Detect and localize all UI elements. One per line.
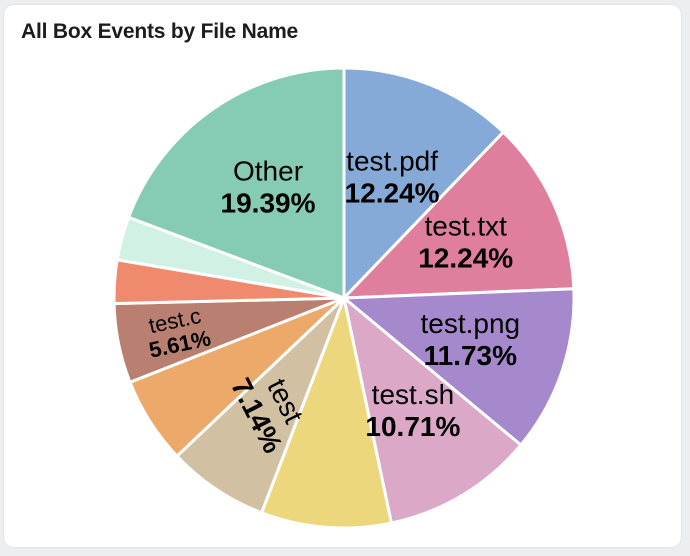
slice-percent-label: 12.24% [345,178,440,209]
slice-percent-label: 12.24% [418,242,513,273]
slice-percent-label: 19.39% [221,187,316,218]
pie-slice-test-png[interactable] [340,287,576,448]
chart-title: All Box Events by File Name [21,20,299,43]
slice-percent-label: 11.73% [424,340,518,371]
slice-label: test.png [420,308,520,339]
pie-slice-test[interactable] [174,296,346,515]
slice-label: Other [233,155,303,186]
slice-label: test.pdf [346,146,438,177]
pie-slice-4[interactable] [259,292,394,530]
slice-percent-label: 10.71% [365,411,460,442]
slice-label: test.txt [424,210,507,241]
pie-slice-test-pdf[interactable] [342,66,506,302]
slice-label: test.sh [372,379,454,410]
pie-slice-test-sh[interactable] [341,294,523,525]
pie-slice-test-txt[interactable] [340,130,576,300]
pie-slice-other[interactable] [126,66,346,301]
